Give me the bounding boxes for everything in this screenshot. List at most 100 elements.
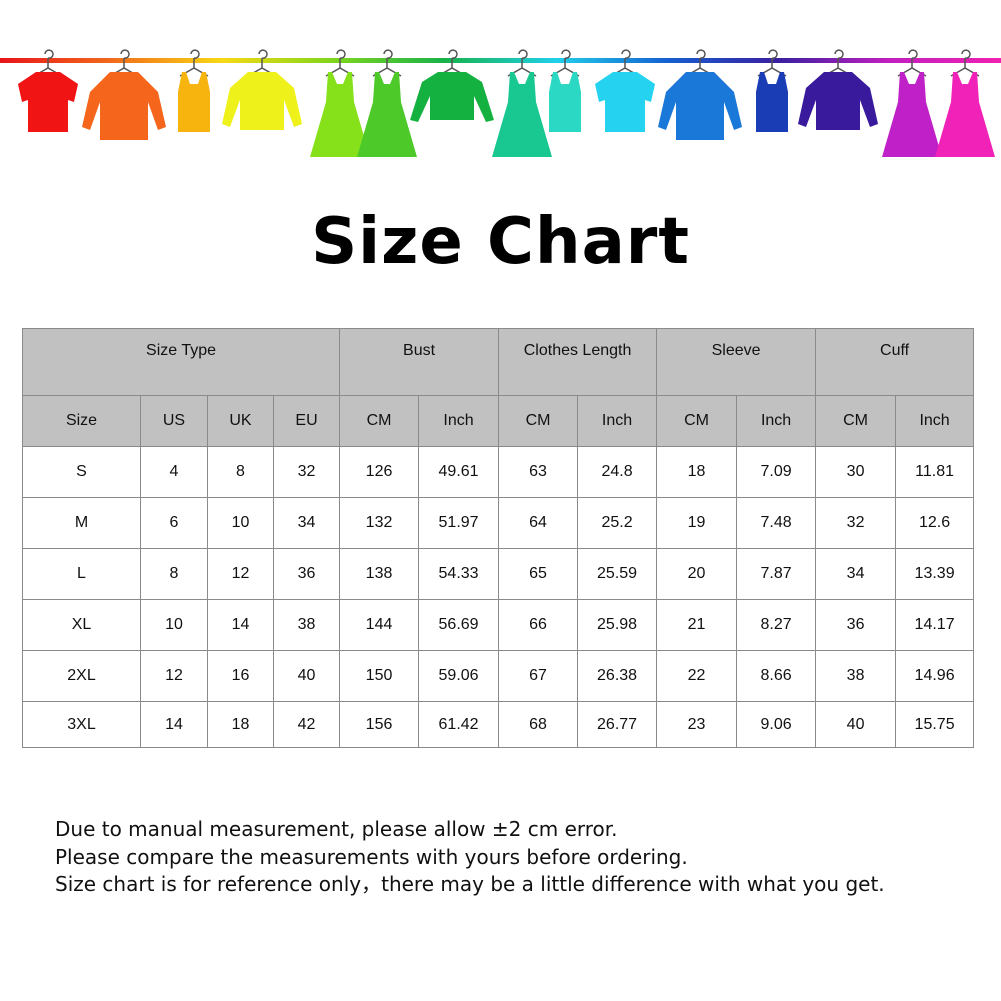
note-line: Due to manual measurement, please allow … <box>55 817 618 841</box>
table-cell: 14.96 <box>895 650 975 702</box>
tank-top-icon <box>549 49 581 132</box>
group-header-cell: Size Type <box>21 328 341 396</box>
table-cell: 138 <box>339 548 420 600</box>
table-cell: 25.98 <box>577 599 658 651</box>
sub-header-cell: CM <box>656 395 738 447</box>
dress-icon <box>357 49 417 157</box>
page-title: Size Chart <box>311 205 690 279</box>
table-cell: 13.39 <box>895 548 975 600</box>
dress-icon <box>310 49 370 157</box>
group-header-cell: Bust <box>339 328 500 396</box>
table-cell: 68 <box>498 701 579 748</box>
table-cell: 24.8 <box>577 446 658 498</box>
note-line: Please compare the measurements with you… <box>55 844 688 869</box>
table-cell: 12 <box>207 548 274 600</box>
table-cell: 22 <box>656 650 738 702</box>
table-cell: 126 <box>339 446 420 498</box>
table-cell: 40 <box>272 650 341 702</box>
table-cell: 25.59 <box>577 548 658 600</box>
table-cell: 32 <box>815 497 897 549</box>
table-cell: 16 <box>207 650 274 702</box>
table-cell: 23 <box>656 701 738 748</box>
table-cell: 63 <box>498 446 579 498</box>
table-cell: 2XL <box>22 650 141 702</box>
table-row: 2XL 12 16 40 150 59.06 67 26.38 22 8.66 38 14.96 <box>22 650 975 702</box>
cardigan-icon <box>222 49 302 130</box>
table-cell: 12 <box>140 650 208 702</box>
table-cell: 40 <box>815 701 897 748</box>
table-cell: 11.81 <box>895 446 975 498</box>
table-cell: 14.17 <box>895 599 975 651</box>
table-cell: 21 <box>656 599 738 651</box>
sub-header-cell: EU <box>272 395 341 447</box>
table-cell: 4 <box>140 446 208 498</box>
dress-icon <box>492 49 552 157</box>
table-cell: 15.75 <box>895 701 975 748</box>
table-cell: 36 <box>272 548 341 600</box>
table-cell: 14 <box>140 701 208 748</box>
table-row: 3XL 14 18 42 156 61.42 68 26.77 23 9.06 40 15.75 <box>22 701 975 748</box>
tshirt-icon <box>595 49 655 132</box>
table-row: XL 10 14 38 144 56.69 66 25.98 21 8.27 36 14.17 <box>22 599 975 651</box>
table-row: L 8 12 36 138 54.33 65 25.59 20 7.87 34 13.39 <box>22 548 975 600</box>
table-cell: 34 <box>815 548 897 600</box>
table-cell: 18 <box>656 446 738 498</box>
sub-header-cell: US <box>140 395 208 447</box>
size-chart-table: Size Type Bust Clothes Length Sleeve Cuff Siz… <box>21 328 975 748</box>
table-cell: 34 <box>272 497 341 549</box>
table-cell: 42 <box>272 701 341 748</box>
table-cell: 65 <box>498 548 579 600</box>
tank-top-icon <box>178 49 210 132</box>
table-cell: 25.2 <box>577 497 658 549</box>
table-row: M 6 10 34 132 51.97 64 25.2 19 7.48 32 12.6 <box>22 497 975 549</box>
sub-header-cell: Inch <box>736 395 817 447</box>
note-line: Size chart is for reference only，there m… <box>55 872 885 896</box>
cardigan-icon <box>798 49 878 130</box>
table-cell: 59.06 <box>418 650 500 702</box>
table-cell: 3XL <box>22 701 141 748</box>
hanger-rod <box>0 58 1001 63</box>
table-cell: 54.33 <box>418 548 500 600</box>
group-header-cell: Clothes Length <box>498 328 658 396</box>
table-cell: 38 <box>815 650 897 702</box>
group-header-cell: Cuff <box>815 328 975 396</box>
table-cell: M <box>22 497 141 549</box>
clothes-hanger-banner <box>0 49 1001 157</box>
sub-header-cell: CM <box>498 395 579 447</box>
sub-header-cell: Inch <box>577 395 658 447</box>
sweater-icon <box>410 49 494 122</box>
table-cell: 8.66 <box>736 650 817 702</box>
table-row: S 4 8 32 126 49.61 63 24.8 18 7.09 30 11.81 <box>22 446 975 498</box>
table-cell: 26.77 <box>577 701 658 748</box>
table-cell: 8.27 <box>736 599 817 651</box>
table-cell: 51.97 <box>418 497 500 549</box>
sub-header-cell: CM <box>815 395 897 447</box>
table-cell: S <box>22 446 141 498</box>
dress-icon <box>882 49 942 157</box>
sub-header-cell: Inch <box>418 395 500 447</box>
table-cell: 61.42 <box>418 701 500 748</box>
table-cell: 9.06 <box>736 701 817 748</box>
table-cell: 19 <box>656 497 738 549</box>
table-cell: 7.48 <box>736 497 817 549</box>
table-cell: 67 <box>498 650 579 702</box>
sub-header-cell: Inch <box>895 395 975 447</box>
shirt-icon <box>658 49 742 140</box>
table-cell: L <box>22 548 141 600</box>
table-cell: 64 <box>498 497 579 549</box>
dress-icon <box>935 49 995 157</box>
sub-header-cell: CM <box>339 395 420 447</box>
table-cell: 14 <box>207 599 274 651</box>
table-cell: 20 <box>656 548 738 600</box>
table-cell: 10 <box>140 599 208 651</box>
table-cell: 8 <box>140 548 208 600</box>
sub-header-cell: Size <box>22 395 141 447</box>
group-header-cell: Sleeve <box>656 328 817 396</box>
table-cell: 38 <box>272 599 341 651</box>
notes: Due to manual measurement, please allow … <box>55 816 885 899</box>
shirt-icon <box>82 49 166 140</box>
sub-header-cell: UK <box>207 395 274 447</box>
table-cell: 8 <box>207 446 274 498</box>
table-cell: XL <box>22 599 141 651</box>
table-cell: 144 <box>339 599 420 651</box>
